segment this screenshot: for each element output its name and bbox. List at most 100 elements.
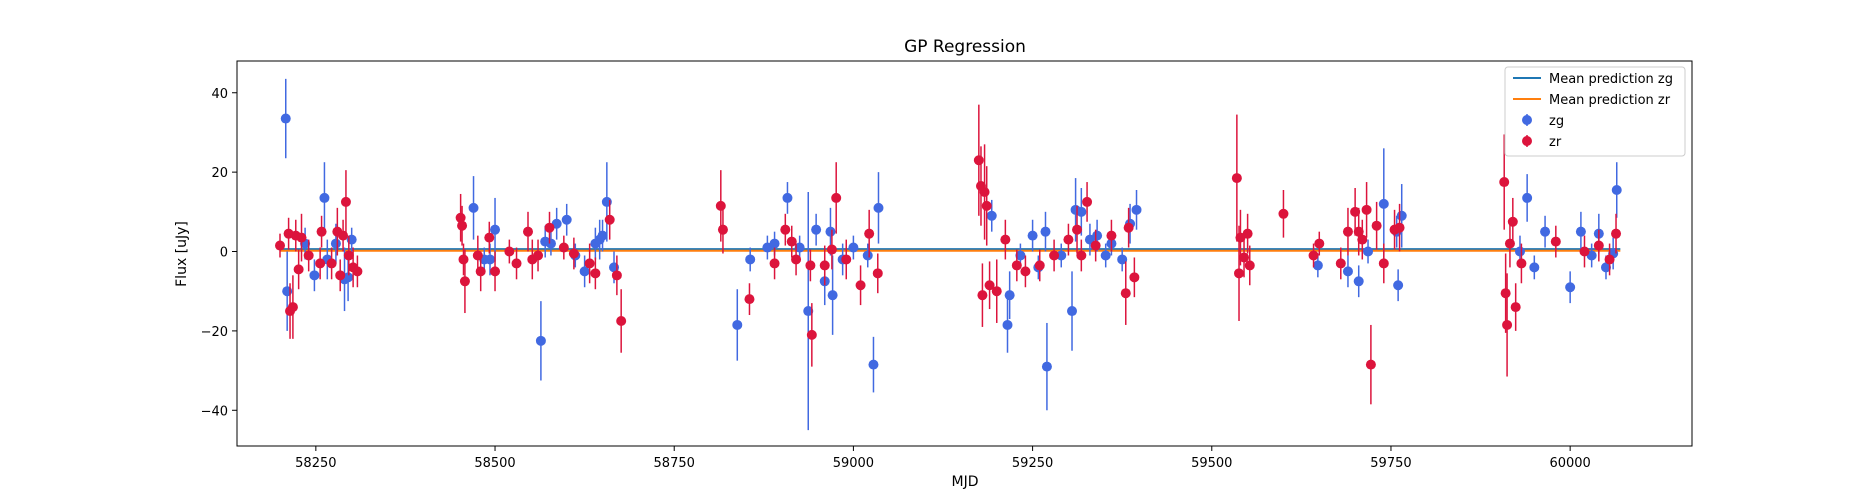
zr-point-75 bbox=[1129, 257, 1140, 298]
zr-point-45 bbox=[791, 243, 802, 276]
zr-point-10 bbox=[326, 247, 337, 280]
zg-point-73 bbox=[1565, 271, 1576, 304]
zr-point-51 bbox=[841, 239, 852, 280]
zg-point-60 bbox=[1131, 189, 1142, 230]
y-tick-label-3: 20 bbox=[211, 166, 228, 181]
zr-point-31 bbox=[544, 211, 555, 244]
zg-point-17 bbox=[551, 207, 562, 240]
zr-point-102 bbox=[1516, 243, 1527, 284]
zr-point-23 bbox=[475, 251, 486, 292]
zg-point-67 bbox=[1393, 269, 1404, 302]
zg-point-63 bbox=[1353, 265, 1364, 298]
zr-point-36 bbox=[604, 199, 615, 240]
zr-point-49 bbox=[826, 229, 837, 270]
zr-point-35 bbox=[590, 257, 601, 290]
zr-point-81 bbox=[1244, 245, 1255, 286]
zg-point-43 bbox=[1002, 297, 1013, 353]
zg-point-31 bbox=[794, 235, 805, 260]
zg-point-39 bbox=[862, 243, 873, 268]
zr-point-41 bbox=[744, 283, 755, 316]
zg-point-41 bbox=[873, 172, 884, 244]
zr-point-46 bbox=[805, 249, 816, 282]
zr-point-92 bbox=[1371, 201, 1382, 250]
legend-label-2: zg bbox=[1549, 114, 1564, 129]
x-tick-label-6: 59750 bbox=[1370, 456, 1411, 471]
zr-point-52 bbox=[855, 265, 866, 306]
plot-area bbox=[275, 78, 1622, 431]
zr-point-86 bbox=[1342, 207, 1353, 256]
legend-label-3: zr bbox=[1549, 135, 1562, 150]
zr-point-37 bbox=[611, 255, 622, 296]
zr-point-21 bbox=[459, 249, 470, 314]
zg-point-72 bbox=[1540, 215, 1551, 248]
zg-point-49 bbox=[1041, 322, 1052, 411]
zr-point-70 bbox=[1082, 182, 1093, 222]
zr-point-9 bbox=[316, 215, 327, 248]
zr-point-61 bbox=[991, 259, 1002, 323]
legend-entry-0: Mean prediction zg bbox=[1513, 72, 1673, 87]
zr-point-43 bbox=[780, 213, 791, 246]
zr-point-25 bbox=[490, 251, 501, 292]
zr-point-55 bbox=[973, 104, 984, 216]
zr-point-24 bbox=[484, 221, 495, 254]
zr-point-19 bbox=[457, 205, 468, 246]
zr-point-18 bbox=[455, 193, 466, 242]
x-tick-label-5: 59500 bbox=[1191, 456, 1232, 471]
zg-point-16 bbox=[545, 231, 556, 256]
zr-point-40 bbox=[717, 205, 728, 254]
zr-point-100 bbox=[1507, 197, 1518, 246]
zg-point-13 bbox=[490, 197, 501, 262]
zr-point-76 bbox=[1231, 114, 1242, 242]
zg-point-51 bbox=[1067, 271, 1078, 351]
zr-point-60 bbox=[984, 261, 995, 310]
zg-point-58 bbox=[1117, 247, 1128, 272]
zg-point-42 bbox=[986, 199, 997, 232]
zr-point-85 bbox=[1335, 247, 1346, 280]
zr-point-30 bbox=[533, 239, 544, 272]
zg-point-50 bbox=[1056, 243, 1067, 268]
zg-point-28 bbox=[762, 235, 773, 260]
legend: Mean prediction zg Mean prediction zr zg zr bbox=[1504, 66, 1686, 157]
zr-point-59 bbox=[981, 166, 992, 246]
zg-point-79 bbox=[1611, 162, 1622, 218]
zr-point-73 bbox=[1120, 261, 1131, 325]
zr-point-103 bbox=[1550, 225, 1561, 258]
zg-point-32 bbox=[803, 191, 814, 431]
zr-point-33 bbox=[568, 237, 579, 270]
x-tick-label-0: 58250 bbox=[295, 456, 336, 471]
zg-point-70 bbox=[1522, 174, 1533, 222]
zg-point-10 bbox=[468, 176, 479, 240]
zr-point-74 bbox=[1123, 207, 1134, 248]
zg-point-18 bbox=[561, 203, 572, 236]
zg-point-33 bbox=[811, 213, 822, 246]
zr-point-105 bbox=[1593, 229, 1604, 262]
zr-point-6 bbox=[296, 213, 307, 262]
zr-point-44 bbox=[786, 225, 797, 258]
zr-point-65 bbox=[1034, 249, 1045, 282]
zg-point-4 bbox=[319, 162, 330, 234]
zg-point-68 bbox=[1396, 184, 1407, 248]
zr-point-47 bbox=[806, 303, 817, 367]
zr-point-48 bbox=[819, 245, 830, 286]
zr-point-5 bbox=[293, 249, 304, 290]
zr-point-38 bbox=[616, 289, 627, 353]
zr-point-67 bbox=[1063, 223, 1074, 256]
zr-point-97 bbox=[1500, 253, 1511, 333]
zr-point-101 bbox=[1510, 283, 1521, 331]
x-tick-label-1: 58500 bbox=[474, 456, 515, 471]
zr-point-63 bbox=[1011, 249, 1022, 282]
zr-point-84 bbox=[1314, 231, 1325, 256]
zr-point-17 bbox=[352, 255, 363, 288]
zr-point-82 bbox=[1278, 189, 1289, 238]
chart-title: GP Regression bbox=[904, 37, 1026, 57]
zr-point-95 bbox=[1394, 203, 1405, 252]
x-axis-ticks: 58250 58500 58750 59000 59250 59500 59750 60000 bbox=[295, 446, 1591, 471]
zr-point-64 bbox=[1020, 255, 1031, 288]
y-tick-label-1: −20 bbox=[201, 325, 228, 340]
legend-box bbox=[1504, 66, 1686, 157]
legend-label-1: Mean prediction zr bbox=[1549, 93, 1671, 108]
zg-point-14 bbox=[535, 301, 546, 381]
x-tick-label-3: 59000 bbox=[833, 456, 874, 471]
zg-point-46 bbox=[1027, 219, 1038, 252]
